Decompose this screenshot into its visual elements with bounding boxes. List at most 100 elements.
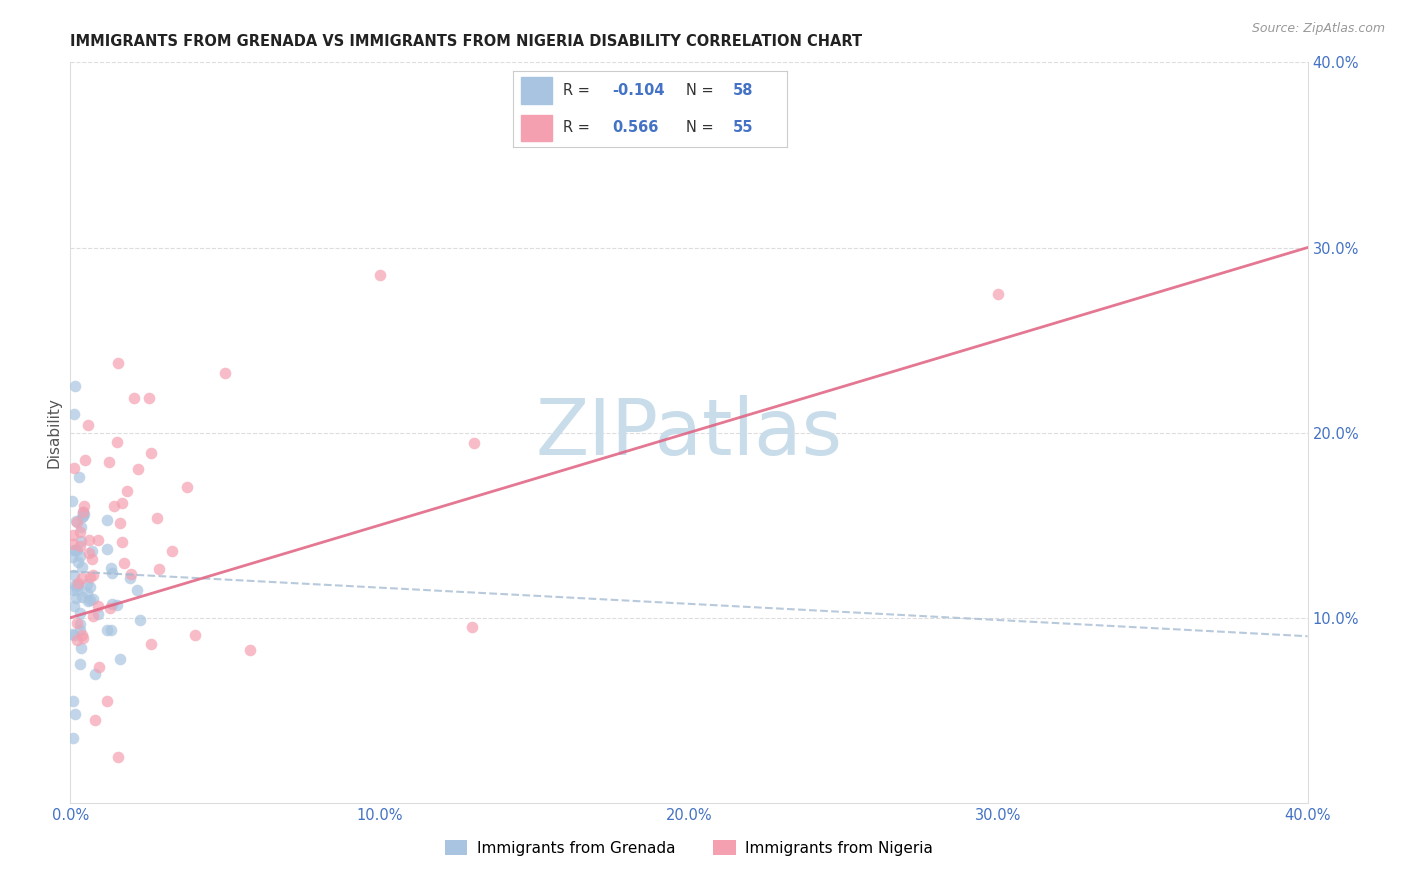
Point [69,539,91,553]
Point [115,484,138,499]
Point [82,568,104,582]
Point [60,549,83,564]
Point [69,606,91,620]
Point [110,516,132,531]
Point [96,542,118,557]
Y-axis label: Disability: Disability [46,397,62,468]
Point [72,509,94,524]
Point [112,556,135,570]
Point [66,555,89,569]
Point [105,598,128,612]
Point [69,657,91,671]
Point [183,628,205,642]
Point [66,515,89,529]
Point [66,583,89,598]
Legend: Immigrants from Grenada, Immigrants from Nigeria: Immigrants from Grenada, Immigrants from… [439,834,939,862]
Point [66,633,89,648]
Point [62,694,84,708]
Point [100,561,122,575]
Point [72,590,94,604]
Point [89,660,111,674]
Point [111,496,134,510]
Point [62,731,84,745]
Point [72,505,94,519]
Text: IMMIGRANTS FROM GRENADA VS IMMIGRANTS FROM NIGERIA DISABILITY CORRELATION CHART: IMMIGRANTS FROM GRENADA VS IMMIGRANTS FR… [70,34,862,49]
Point [146,511,169,525]
Point [120,570,142,584]
Point [76,585,98,599]
Point [63,407,86,421]
Point [63,578,86,592]
Point [127,462,149,476]
Point [82,592,104,607]
Text: R =: R = [562,120,599,136]
Point [100,623,122,637]
Point [84,713,107,727]
Point [69,524,91,539]
Point [107,356,129,370]
Text: N =: N = [686,83,718,98]
Point [77,418,100,433]
Point [72,631,94,645]
Point [128,613,150,627]
Text: ZIPatlas: ZIPatlas [536,394,842,471]
Point [463,436,485,450]
Point [70,641,93,656]
Point [62,582,84,597]
Bar [522,114,551,141]
Point [65,591,87,606]
Point [122,392,145,406]
Point [79,570,101,584]
Point [62,537,84,551]
Text: R =: R = [562,83,595,98]
Point [87,533,110,547]
Point [70,520,93,534]
Point [63,568,86,582]
Point [125,583,148,598]
Point [62,527,84,541]
Point [69,549,91,564]
Point [72,627,94,641]
Point [66,577,89,591]
Point [138,391,160,405]
Point [73,507,96,521]
Point [70,560,93,574]
Point [73,499,96,513]
Point [72,505,94,519]
Point [139,446,162,460]
Point [110,652,132,666]
Point [100,566,122,581]
Point [96,513,118,527]
Point [66,615,89,630]
Point [82,608,104,623]
Point [160,544,183,558]
Point [70,570,93,584]
Point [461,620,484,634]
Point [70,509,93,524]
Point [176,480,198,494]
Point [105,434,128,449]
Point [63,543,86,558]
Point [103,499,125,513]
Point [368,268,391,283]
Point [87,607,110,621]
Point [62,461,84,475]
Point [139,637,162,651]
Bar [522,78,551,104]
Point [214,366,236,380]
Point [84,666,107,681]
Point [63,628,86,642]
Point [69,533,91,548]
Point [66,579,89,593]
Point [98,600,121,615]
Text: 58: 58 [733,83,754,98]
Point [79,593,101,607]
Point [60,627,83,641]
Point [67,470,90,484]
Point [100,597,122,611]
Text: N =: N = [686,120,718,136]
Point [107,749,129,764]
Point [79,580,101,594]
Point [66,542,89,557]
Point [60,494,83,508]
